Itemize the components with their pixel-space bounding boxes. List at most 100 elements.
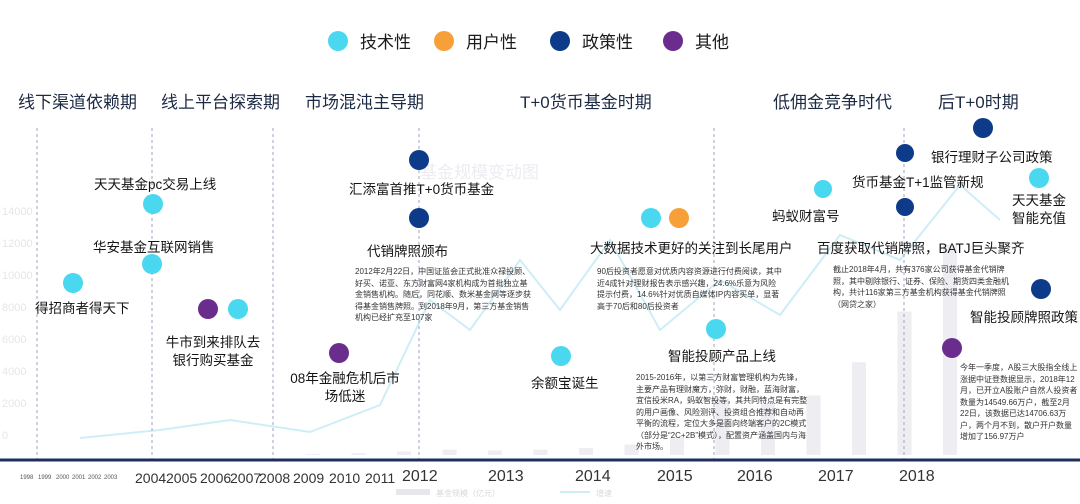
- bg-bar: [397, 451, 411, 455]
- annotation-2018-accounts: 今年一季度，A股三大股指全线上涨据中证登数据显示，2018年12月，已开立A股账…: [960, 363, 1078, 441]
- event-label: 大数据技术更好的关注到长尾用户: [590, 241, 793, 256]
- legend-swatch: [663, 30, 683, 51]
- bg-legend-bars: 基金规模（亿元）: [436, 488, 500, 498]
- bg-bar: [351, 453, 366, 455]
- year-label: 2012: [402, 468, 438, 485]
- event-dot-tech: [63, 273, 83, 293]
- year-label: 2017: [818, 468, 854, 485]
- event-label: 智能投顾产品上线: [668, 349, 776, 364]
- bg-y-tick: 0: [2, 430, 8, 442]
- year-label: 1999: [38, 475, 52, 481]
- event-label: 蚂蚁财富号: [772, 209, 840, 224]
- year-label: 2016: [737, 468, 773, 485]
- event-dot-other: [198, 299, 218, 319]
- event-dot-tech: [142, 254, 162, 274]
- year-label: 2001: [72, 475, 86, 481]
- bg-bar: [624, 444, 639, 455]
- bg-legend-growth: 增速: [596, 488, 612, 498]
- bg-bar: [533, 449, 548, 455]
- year-label: 2003: [104, 475, 118, 481]
- event-dot-policy: [409, 150, 429, 170]
- legend-label: 政策性: [582, 33, 633, 52]
- year-label: 2010: [329, 470, 361, 486]
- bg-bar: [488, 450, 502, 455]
- bg-growth-line: [79, 183, 1001, 439]
- era-market-chaos: 市场混沌主导期: [305, 93, 424, 112]
- annotation-2015-robo: 2015-2016年，以第三方财富管理机构为先锋，主要产品有理财魔方，弥财，财融…: [636, 373, 808, 451]
- era-offline-channel: 线下渠道依赖期: [18, 93, 137, 112]
- year-label: 2008: [259, 470, 291, 486]
- event-dot-policy: [896, 144, 914, 162]
- event-label: 得招商者得天下: [35, 301, 130, 316]
- event-label: 牛市到来排队去银行购买基金: [165, 335, 261, 368]
- year-label: 2002: [88, 475, 102, 481]
- year-label: 1998: [20, 475, 34, 481]
- event-dot-tech: [814, 180, 832, 198]
- legend-item: 用户性: [434, 28, 517, 53]
- year-label: 2015: [657, 468, 693, 485]
- year-label: 2005: [166, 470, 198, 486]
- event-dot-tech: [143, 194, 163, 214]
- bg-y-tick: 14000: [2, 206, 33, 218]
- bg-y-tick: 2000: [2, 398, 26, 410]
- event-dot-tech: [641, 208, 661, 228]
- bg-y-tick: 10000: [2, 270, 33, 282]
- bg-bar: [852, 362, 866, 455]
- bg-bar: [897, 311, 912, 455]
- event-label: 天天基金pc交易上线: [94, 177, 217, 192]
- event-label: 华安基金互联网销售: [93, 240, 215, 255]
- event-dot-tech: [551, 346, 571, 366]
- event-label: 银行理财子公司政策: [931, 150, 1053, 165]
- bg-y-tick: 4000: [2, 366, 26, 378]
- bg-bar: [579, 448, 593, 455]
- bg-y-ticks: 14000 12000 10000 8000 6000 4000 2000 0: [2, 206, 33, 442]
- event-label: 货币基金T+1监管新规: [852, 175, 984, 190]
- year-label: 2009: [293, 470, 325, 486]
- legend-label: 技术性: [360, 33, 411, 52]
- event-label: 智能投顾牌照政策: [970, 310, 1078, 325]
- event-dot-other: [329, 343, 349, 363]
- event-dot-user: [669, 208, 689, 228]
- year-label: 2013: [488, 468, 524, 485]
- legend-swatch: [328, 30, 348, 51]
- legend-label: 用户性: [466, 33, 517, 52]
- annotation-2018-license: 截止2018年4月，共有376家公司获得基金代销牌照，其中剔除银行、证券、保险、…: [833, 265, 1009, 309]
- event-dot-policy: [1031, 279, 1051, 299]
- legend-label: 其他: [695, 33, 729, 52]
- year-label: 2007: [230, 470, 262, 486]
- bg-y-tick: 8000: [2, 302, 26, 314]
- year-label: 2004: [135, 470, 167, 486]
- year-label: 2018: [899, 468, 935, 485]
- era-t0-money-fund: T+0货币基金时期: [520, 93, 652, 112]
- year-label: 2006: [200, 470, 232, 486]
- event-dot-tech: [706, 319, 726, 339]
- era-post-t0: 后T+0时期: [938, 93, 1019, 112]
- event-label: 百度获取代销牌照，BATJ巨头聚齐: [817, 241, 1025, 256]
- event-label: 代销牌照颁布: [367, 244, 448, 259]
- event-dot-tech: [228, 299, 248, 319]
- event-dot-other: [942, 338, 962, 358]
- legend-item: 其他: [663, 28, 729, 53]
- year-label: 2014: [575, 468, 611, 485]
- event-dot-policy: [973, 118, 993, 138]
- bg-bar: [442, 449, 457, 455]
- annotation-2012: 2012年2月22日，中国证监会正式批准众禄投顾、好买、诺亚、东方财富网4家机构…: [355, 267, 531, 322]
- bg-bar: [715, 399, 730, 455]
- event-label: 天天基金智能充值: [1012, 193, 1066, 226]
- bg-y-tick: 6000: [2, 334, 26, 346]
- legend-item: 政策性: [550, 28, 633, 53]
- era-dividers: [36, 128, 905, 460]
- annotation-2015-content: 90后投资者愿意对优质内容资源进行付费阅读，其中近4成针对理财报告表示感兴趣，2…: [597, 267, 782, 311]
- event-label: 汇添富首推T+0货币基金: [349, 182, 495, 197]
- legend-swatch: [434, 30, 454, 51]
- event-dot-policy: [409, 208, 429, 228]
- legend-item: 技术性: [328, 28, 411, 53]
- bg-legend: 基金规模（亿元） 增速: [396, 488, 612, 498]
- year-label: 2011: [365, 470, 396, 486]
- bg-bar: [806, 395, 821, 455]
- era-low-commission: 低佣金竞争时代: [773, 93, 892, 112]
- bg-bar: [761, 402, 775, 455]
- legend-swatch: [550, 30, 570, 51]
- event-dot-policy: [896, 198, 914, 216]
